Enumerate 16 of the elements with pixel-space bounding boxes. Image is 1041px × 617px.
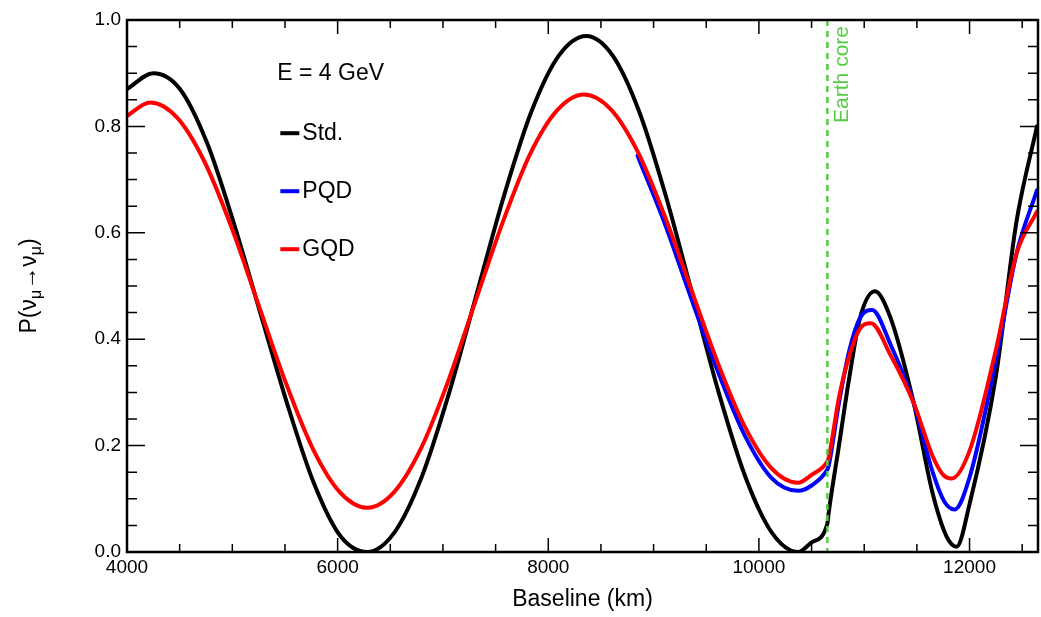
x-axis-title: Baseline (km) <box>512 584 653 611</box>
y-tick-label: 1.0 <box>94 8 121 30</box>
x-tick-label: 10000 <box>732 555 786 577</box>
x-tick-label: 8000 <box>527 555 570 577</box>
legend-label: GQD <box>302 234 355 261</box>
y-tick-label: 0.8 <box>94 114 121 136</box>
x-tick-label: 12000 <box>943 555 996 577</box>
ref-line-label: Earth core <box>828 26 852 123</box>
y-tick-label: 0.4 <box>94 327 122 349</box>
y-tick-label: 0.6 <box>94 221 121 243</box>
legend-label: Std. <box>302 118 344 145</box>
y-axis-title: P(νμ→νμ) <box>15 238 45 334</box>
annotation: E = 4 GeV <box>277 58 385 85</box>
x-tick-label: 6000 <box>316 555 359 577</box>
legend-label: PQD <box>302 176 353 203</box>
y-tick-label: 0.2 <box>94 433 121 455</box>
